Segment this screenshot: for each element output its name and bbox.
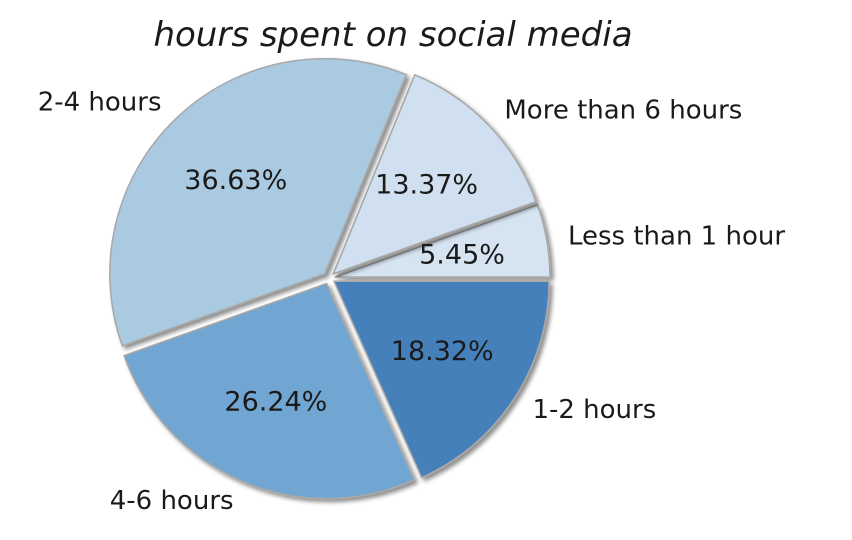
pie-category-label-4-6-hours: 4-6 hours: [110, 486, 234, 516]
pie-percent-label-2-4-hours: 36.63%: [184, 165, 287, 196]
pie-slice-2-4-hours: [109, 57, 408, 347]
pie-percent-label-4-6-hours: 26.24%: [224, 387, 327, 418]
pie-slice-4-6-hours: [123, 282, 416, 500]
pie-category-label-less-than-1-hour: Less than 1 hour: [568, 222, 785, 252]
pie-category-label-2-4-hours: 2-4 hours: [38, 88, 162, 118]
pie-slices: [109, 57, 551, 500]
pie-percent-label-1-2-hours: 18.32%: [391, 336, 494, 367]
pie-slice-less-than-1-hour: [334, 203, 551, 278]
pie-percent-label-less-than-1-hour: 5.45%: [419, 240, 505, 271]
pie-percent-label-more-than-6-hours: 13.37%: [375, 169, 478, 200]
pie-category-label-more-than-6-hours: More than 6 hours: [504, 96, 742, 126]
pie-category-label-1-2-hours: 1-2 hours: [532, 395, 656, 425]
pie-labels: 5.45% Less than 1 hour 13.37% More than 6 h…: [38, 88, 786, 516]
pie-slice-1-2-hours: [332, 280, 550, 479]
pie-slice-more-than-6-hours: [332, 73, 537, 276]
chart-title: hours spent on social media: [153, 15, 632, 55]
